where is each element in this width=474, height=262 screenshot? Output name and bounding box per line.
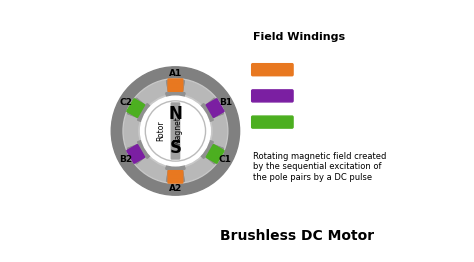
FancyBboxPatch shape [252, 90, 293, 102]
Wedge shape [128, 145, 145, 163]
Wedge shape [201, 140, 213, 158]
Wedge shape [166, 80, 184, 92]
Circle shape [141, 96, 210, 166]
FancyBboxPatch shape [213, 99, 224, 113]
Wedge shape [201, 140, 213, 158]
FancyBboxPatch shape [206, 103, 217, 117]
Wedge shape [138, 140, 151, 158]
Text: Rotor: Rotor [156, 121, 165, 141]
Wedge shape [166, 170, 184, 182]
Wedge shape [137, 104, 151, 122]
FancyBboxPatch shape [252, 116, 293, 128]
Text: C1: C1 [219, 155, 232, 164]
FancyBboxPatch shape [168, 79, 183, 83]
Circle shape [111, 67, 240, 195]
FancyBboxPatch shape [206, 145, 217, 159]
FancyBboxPatch shape [127, 99, 137, 113]
Wedge shape [201, 104, 213, 122]
FancyBboxPatch shape [168, 179, 183, 183]
Wedge shape [201, 104, 213, 122]
FancyBboxPatch shape [210, 147, 220, 161]
Wedge shape [166, 92, 185, 97]
FancyBboxPatch shape [130, 147, 141, 161]
Text: Magnet: Magnet [173, 117, 182, 145]
Text: Field Windings: Field Windings [253, 32, 345, 42]
Wedge shape [128, 144, 146, 164]
Text: Rotating magnetic field created
by the sequential excitation of
the pole pairs b: Rotating magnetic field created by the s… [253, 152, 386, 182]
Wedge shape [137, 140, 151, 158]
FancyBboxPatch shape [210, 101, 220, 115]
Wedge shape [206, 144, 223, 164]
Wedge shape [128, 99, 145, 117]
Text: A2: A2 [169, 184, 182, 193]
Wedge shape [206, 99, 223, 117]
Circle shape [123, 79, 228, 183]
FancyBboxPatch shape [168, 83, 183, 87]
FancyBboxPatch shape [168, 87, 183, 91]
Circle shape [146, 101, 206, 161]
FancyBboxPatch shape [134, 145, 145, 159]
Wedge shape [138, 104, 151, 122]
Text: B1: B1 [219, 98, 232, 107]
FancyBboxPatch shape [252, 64, 293, 76]
Text: B2: B2 [119, 155, 132, 164]
FancyBboxPatch shape [127, 149, 137, 163]
Text: A1: A1 [169, 69, 182, 78]
Wedge shape [167, 170, 184, 182]
Wedge shape [206, 98, 223, 118]
FancyBboxPatch shape [134, 103, 145, 117]
FancyBboxPatch shape [171, 103, 180, 159]
Wedge shape [167, 80, 184, 92]
Text: S: S [169, 139, 182, 157]
Text: Brushless DC Motor: Brushless DC Motor [220, 229, 374, 243]
Text: N: N [168, 105, 182, 123]
Wedge shape [124, 80, 227, 182]
FancyBboxPatch shape [168, 175, 183, 179]
Wedge shape [166, 92, 185, 97]
Wedge shape [166, 165, 185, 170]
Text: C2: C2 [119, 98, 132, 107]
FancyBboxPatch shape [168, 171, 183, 175]
FancyBboxPatch shape [130, 101, 141, 115]
Wedge shape [206, 145, 223, 163]
Wedge shape [128, 98, 146, 118]
Wedge shape [166, 165, 185, 170]
FancyBboxPatch shape [213, 149, 224, 163]
